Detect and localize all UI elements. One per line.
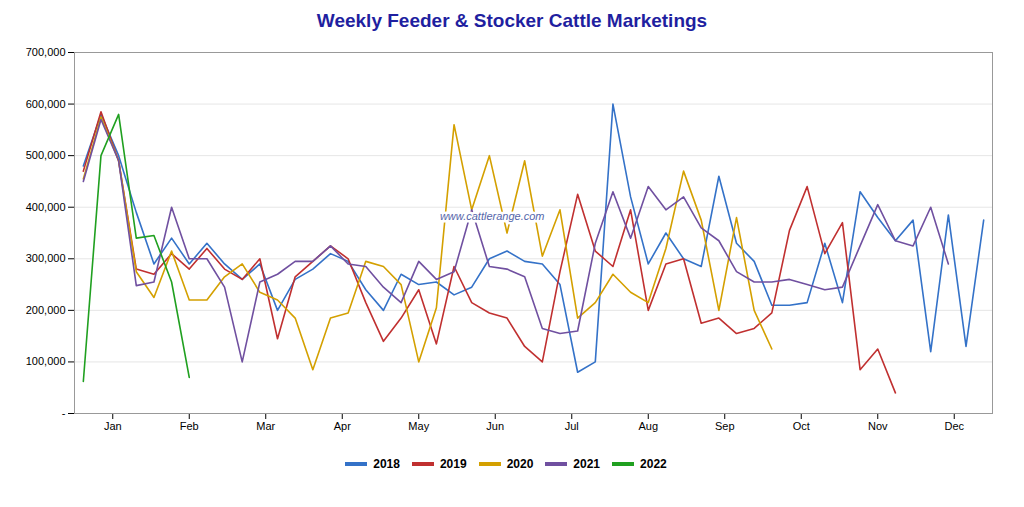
svg-text:www.cattlerange.com: www.cattlerange.com [440,210,545,222]
html-text:2021: 2021 [573,456,600,471]
svg-text:Jan: Jan [104,420,122,432]
svg-text:Nov: Nov [868,420,888,432]
html-text:2020: 2020 [506,456,534,471]
svg-text:Dec: Dec [944,420,964,432]
html-text:2019: 2019 [439,456,467,471]
svg-text:-: - [62,407,66,419]
svg-text:Apr: Apr [334,420,351,432]
svg-text:600,000: 600,000 [26,98,66,110]
svg-text:100,000: 100,000 [26,355,66,367]
svg-text:Jun: Jun [486,420,504,432]
svg-text:700,000: 700,000 [26,46,66,58]
svg-text:300,000: 300,000 [26,252,66,264]
svg-text:Aug: Aug [638,420,658,432]
html-text:2018: 2018 [373,456,400,471]
svg-text:200,000: 200,000 [26,304,66,316]
svg-text:Oct: Oct [793,420,810,432]
svg-text:Sep: Sep [715,420,735,432]
html-text:Weekly Feeder & Stocker Cattle: Weekly Feeder & Stocker Cattle Marketing… [316,10,708,31]
svg-text:400,000: 400,000 [26,201,66,213]
html-text:2022: 2022 [640,456,667,471]
svg-text:Mar: Mar [256,420,275,432]
svg-text:Jul: Jul [565,420,579,432]
svg-text:May: May [408,420,429,432]
svg-text:Feb: Feb [180,420,199,432]
svg-text:500,000: 500,000 [26,149,66,161]
